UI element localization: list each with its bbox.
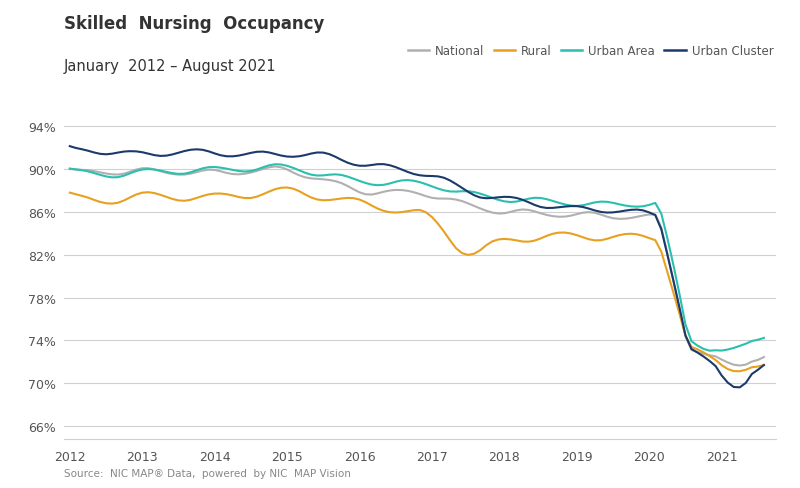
Text: Source:  NIC MAP® Data,  powered  by NIC  MAP Vision: Source: NIC MAP® Data, powered by NIC MA… [64,468,351,478]
Legend: National, Rural, Urban Area, Urban Cluster: National, Rural, Urban Area, Urban Clust… [403,40,778,62]
Text: Skilled  Nursing  Occupancy: Skilled Nursing Occupancy [64,15,324,33]
Text: January  2012 – August 2021: January 2012 – August 2021 [64,59,277,74]
